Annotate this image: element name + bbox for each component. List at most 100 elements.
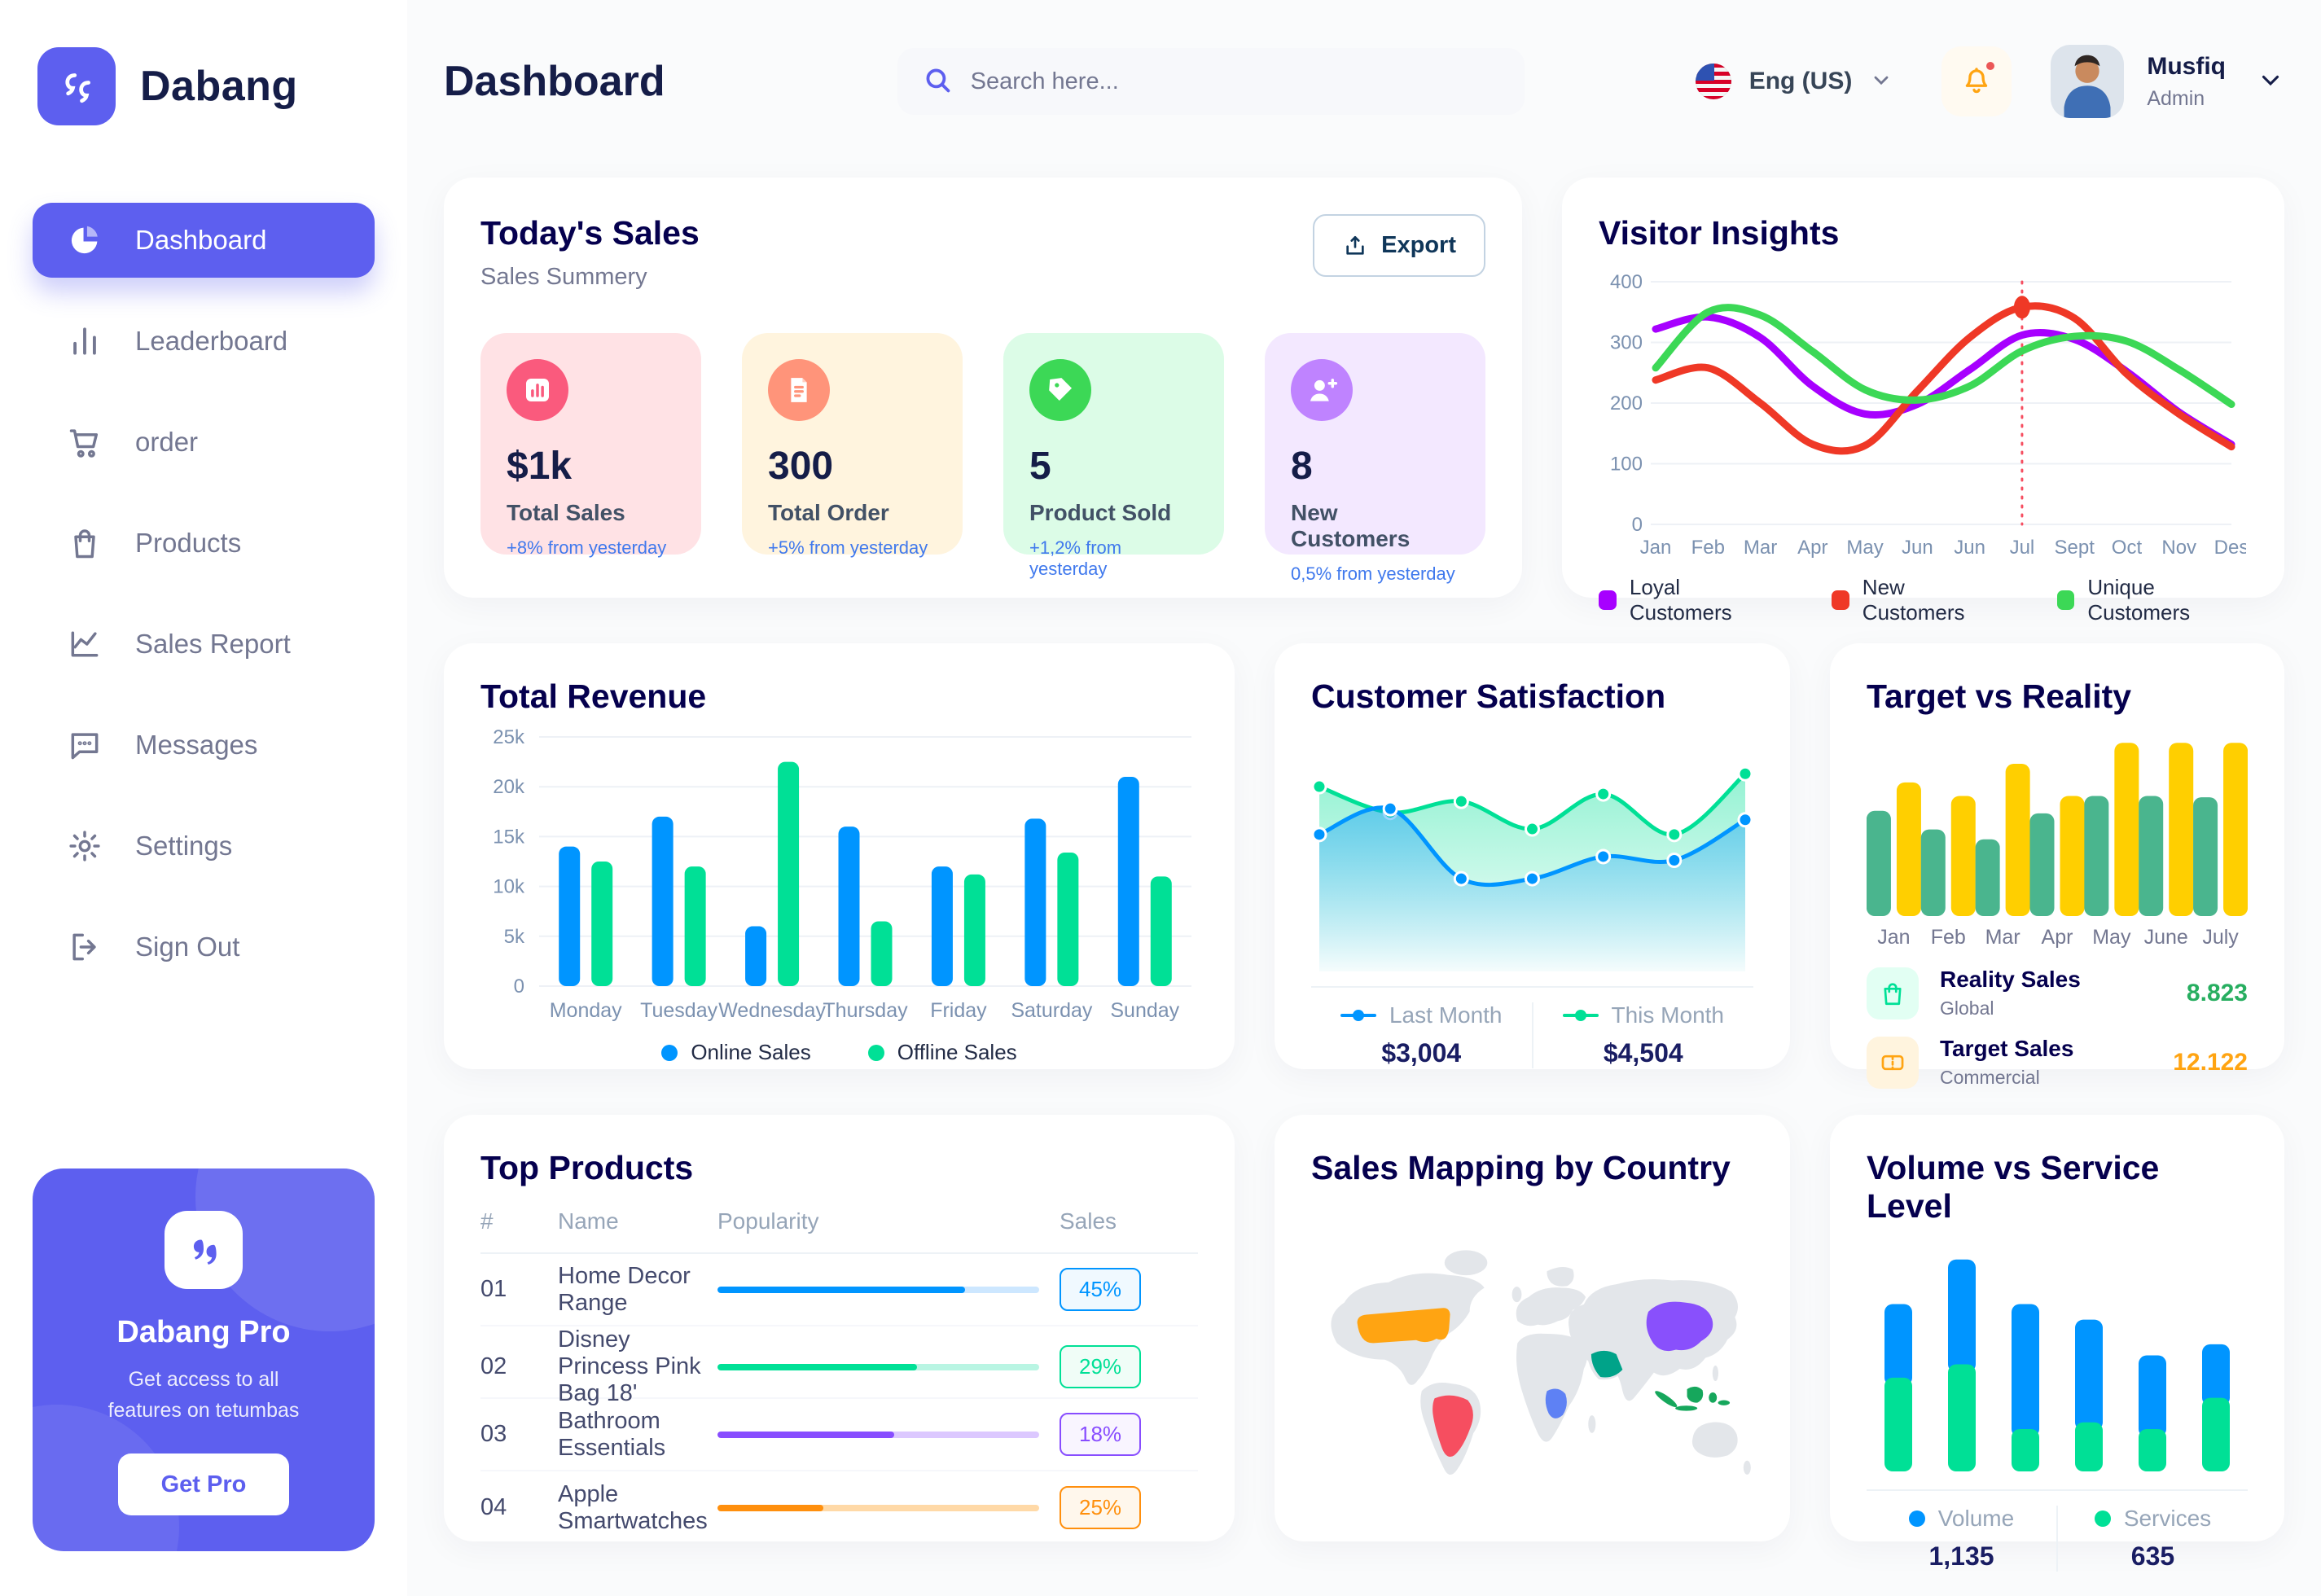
product-num: 04 — [480, 1494, 507, 1520]
sidebar-item-settings[interactable]: Settings — [33, 809, 375, 884]
get-pro-button[interactable]: Get Pro — [118, 1454, 289, 1515]
legend-volume: Volume 1,135 — [1867, 1506, 2056, 1572]
dashboard-icon — [67, 222, 103, 258]
todays-sales-subtitle: Sales Summery — [480, 264, 647, 290]
main-content: Dashboard Eng (US) — [407, 0, 2321, 1596]
sidebar-item-products[interactable]: Products — [33, 506, 375, 581]
legend-online-sales: Online Sales — [661, 1040, 811, 1065]
visitor-insights-title: Visitor Insights — [1599, 214, 1840, 252]
bar-chart-icon — [507, 359, 568, 421]
total-revenue-card: Total Revenue 0 5k 10k 15k 20k 25k Monday Tuesd… — [444, 643, 1235, 1069]
user-menu[interactable]: Musfiq Admin — [2147, 53, 2226, 111]
customer-satisfaction-card: Customer Satisfaction Last Month $3,004 Th… — [1275, 643, 1790, 1069]
row-3: Top Products # Name Popularity Sales 01 H… — [444, 1115, 2284, 1572]
bell-icon — [1966, 68, 1988, 94]
svg-text:Des: Des — [2214, 537, 2246, 559]
svg-text:5k: 5k — [504, 926, 525, 948]
row-2: Total Revenue 0 5k 10k 15k 20k 25k Monday Tuesd… — [444, 643, 2284, 1089]
svg-text:Feb: Feb — [1691, 537, 1725, 559]
summary-label: Product Sold — [1029, 500, 1172, 525]
svg-text:May: May — [2092, 926, 2131, 949]
product-name: Home Decor Range — [558, 1262, 691, 1316]
sidebar-item-sign-out[interactable]: Sign Out — [33, 910, 375, 984]
avatar[interactable] — [2051, 45, 2125, 118]
summary-delta: +8% from yesterday — [507, 537, 667, 558]
target-vs-reality-legend: Reality Sales Global 8.823 Target Sales Comm… — [1867, 967, 2248, 1089]
svg-text:Friday: Friday — [930, 999, 987, 1022]
svg-text:Oct: Oct — [2112, 537, 2143, 559]
svg-text:Sept: Sept — [2054, 537, 2095, 559]
total-revenue-legend: Online Sales Offline Sales — [480, 1040, 1198, 1065]
sidebar-item-dashboard[interactable]: Dashboard — [33, 203, 375, 278]
sales-badge: 29% — [1060, 1345, 1142, 1388]
sidebar-item-order[interactable]: order — [33, 405, 375, 480]
top-products-header-row: # Name Popularity Sales — [480, 1208, 1198, 1254]
product-name: Disney Princess Pink Bag 18' — [558, 1326, 701, 1406]
svg-text:Feb: Feb — [1931, 926, 1966, 949]
legend-new-customers: New Customers — [1831, 575, 2000, 625]
legend-last-month: Last Month $3,004 — [1311, 1002, 1532, 1068]
summary-card-new-customers: 8 New Customers 0,5% from yesterday — [1265, 333, 1485, 584]
svg-text:200: 200 — [1610, 392, 1643, 414]
user-chevron-down-icon[interactable] — [2257, 66, 2284, 98]
svg-text:25k: 25k — [493, 727, 525, 748]
customer-satisfaction-chart — [1311, 765, 1753, 971]
svg-text:Jun: Jun — [1902, 537, 1933, 559]
pro-card: Dabang Pro Get access to all features on… — [33, 1168, 375, 1551]
visitor-insights-legend: Loyal Customers New Customers Unique Custo… — [1599, 575, 2248, 625]
search-input[interactable] — [970, 68, 1500, 95]
visitor-insights-chart: 0 100 200 300 400 Jan Feb Mar Apr May Jun Jun Jul Sep… — [1610, 271, 2246, 559]
sales-badge: 45% — [1060, 1268, 1142, 1311]
sidebar-item-messages[interactable]: Messages — [33, 708, 375, 783]
tag-icon — [1029, 359, 1091, 421]
summary-delta: +5% from yesterday — [768, 537, 928, 558]
legend-services: Services 635 — [2056, 1506, 2248, 1572]
product-name: Bathroom Essentials — [558, 1407, 666, 1461]
sidebar-item-sales-report[interactable]: Sales Report — [33, 607, 375, 682]
summary-label: Total Order — [768, 500, 889, 525]
popularity-bar — [717, 1431, 1039, 1438]
sales-badge: 25% — [1060, 1486, 1142, 1529]
svg-text:400: 400 — [1610, 271, 1643, 293]
bag-icon — [1867, 967, 1919, 1019]
summary-label: New Customers — [1291, 500, 1411, 551]
sidebar-item-label: Messages — [135, 730, 258, 760]
export-button[interactable]: Export — [1313, 214, 1485, 277]
svg-text:10k: 10k — [493, 876, 525, 898]
product-num: 01 — [480, 1276, 507, 1302]
todays-sales-card: Today's Sales Sales Summery Export $1k To… — [444, 178, 1522, 598]
summary-value: $1k — [507, 445, 573, 488]
notifications-button[interactable] — [1941, 46, 2012, 116]
summary-value: 5 — [1029, 445, 1051, 488]
product-num: 03 — [480, 1421, 507, 1447]
svg-text:Jun: Jun — [1954, 537, 1985, 559]
sales-mapping-title: Sales Mapping by Country — [1311, 1149, 1731, 1186]
target-vs-reality-chart: Jan Feb Mar Apr May June July — [1867, 743, 2248, 949]
row-1: Today's Sales Sales Summery Export $1k To… — [444, 178, 2284, 625]
svg-text:300: 300 — [1610, 332, 1643, 354]
settings-icon — [67, 828, 103, 864]
popularity-bar — [717, 1286, 1039, 1293]
product-row-03: 03 Bathroom Essentials 18% — [480, 1399, 1198, 1471]
page-title: Dashboard — [444, 58, 665, 105]
legend-reality-sales: Reality Sales Global 8.823 — [1867, 967, 2248, 1019]
volume-service-legend: Volume 1,135 Services 635 — [1867, 1506, 2248, 1572]
todays-sales-title: Today's Sales — [480, 214, 700, 252]
svg-text:Jul: Jul — [2010, 537, 2035, 559]
header: Dashboard Eng (US) — [444, 33, 2284, 130]
pro-subtitle: Get access to all features on tetumbas — [107, 1368, 300, 1422]
customer-satisfaction-title: Customer Satisfaction — [1311, 677, 1666, 715]
sidebar-item-label: Leaderboard — [135, 326, 288, 356]
product-row-01: 01 Home Decor Range 45% — [480, 1254, 1198, 1326]
svg-text:Mar: Mar — [1744, 537, 1777, 559]
legend-this-month: This Month $4,504 — [1531, 1002, 1754, 1068]
svg-text:Sunday: Sunday — [1110, 999, 1179, 1022]
sidebar-item-leaderboard[interactable]: Leaderboard — [33, 304, 375, 379]
svg-text:0: 0 — [514, 976, 524, 998]
summary-label: Total Sales — [507, 500, 625, 525]
svg-text:Tuesday: Tuesday — [640, 999, 717, 1022]
top-products-card: Top Products # Name Popularity Sales 01 H… — [444, 1115, 1235, 1541]
legend-unique-customers: Unique Customers — [2056, 575, 2249, 625]
language-selector[interactable]: Eng (US) — [1695, 64, 1893, 99]
language-label: Eng (US) — [1748, 68, 1853, 94]
